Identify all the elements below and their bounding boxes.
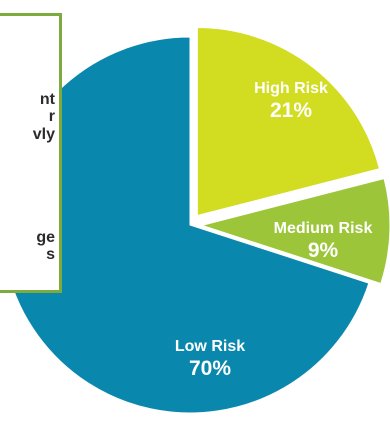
slice-label-low-risk: Low Risk [175,338,245,355]
slice-label-high-risk: High Risk [254,80,328,97]
callout-line-3: vly [32,126,55,143]
callout-line-5: s [46,246,55,263]
pie-slice-low-risk [1,36,370,414]
callout-line-2: r [48,108,55,125]
slice-value-medium-risk: 9% [308,239,339,262]
pie-slice-high-risk [196,27,381,217]
callout-box: nt r vly ge s [0,13,62,293]
slice-label-medium-risk: Medium Risk [274,220,373,237]
callout-line-1: nt [39,91,55,108]
slice-value-low-risk: 70% [189,357,231,380]
slice-value-high-risk: 21% [270,99,312,122]
callout-line-4: ge [36,229,55,246]
